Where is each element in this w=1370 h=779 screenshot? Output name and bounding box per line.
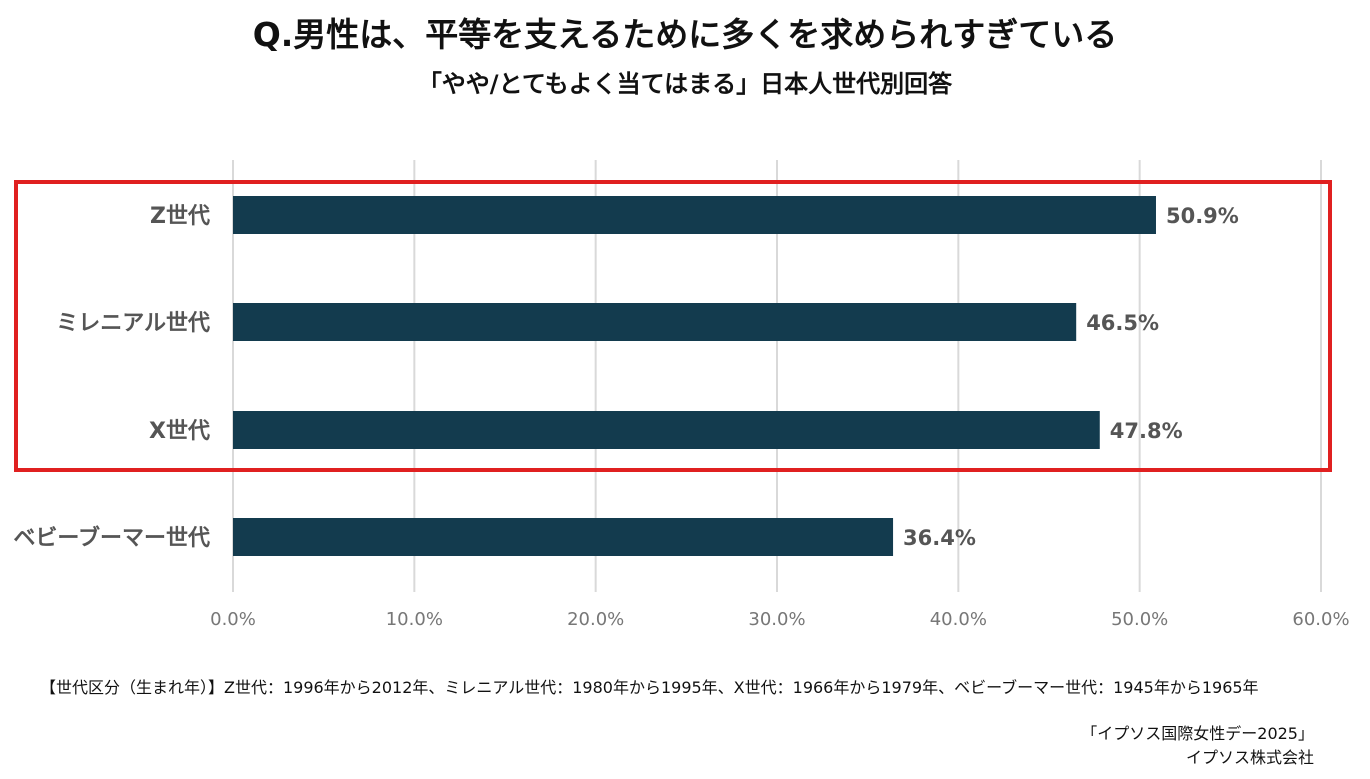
generation-definition-footnote: 【世代区分（生まれ年）】Z世代：1996年から2012年、ミレニアル世代：198… (40, 678, 1259, 697)
category-label: ミレニアル世代 (56, 311, 210, 336)
category-label: X世代 (149, 419, 210, 444)
source-credit: 「イプソス国際女性デー2025」 イプソス株式会社 (1081, 722, 1314, 770)
credit-company: イプソス株式会社 (1185, 748, 1314, 767)
value-label: 46.5% (1086, 311, 1159, 335)
x-tick-label: 60.0% (1292, 609, 1349, 630)
value-label: 50.9% (1166, 204, 1239, 228)
bar (233, 411, 1100, 449)
highlight-frame (14, 180, 1332, 472)
x-tick-label: 30.0% (748, 609, 805, 630)
chart-title: Q.男性は、平等を支えるために多くを求められすぎている (252, 15, 1118, 54)
x-tick-label: 10.0% (386, 609, 443, 630)
x-tick-label: 50.0% (1111, 609, 1168, 630)
chart-subtitle: 「やや/とてもよく当てはまる」日本人世代別回答 (417, 70, 953, 98)
category-label: ベビーブーマー世代 (13, 525, 210, 551)
bar (233, 196, 1156, 234)
bar (233, 303, 1077, 341)
x-tick-label: 0.0% (210, 609, 256, 630)
x-tick-label: 40.0% (930, 609, 987, 630)
credit-survey-name: 「イプソス国際女性デー2025」 (1081, 724, 1314, 743)
bar-chart: 0.0% 10.0% 20.0% 30.0% 40.0% 50.0% 60.0% Z世代 50.… (13, 160, 1350, 630)
category-label: Z世代 (150, 204, 210, 229)
value-label: 47.8% (1110, 419, 1183, 443)
x-tick-label: 20.0% (567, 609, 624, 630)
value-label: 36.4% (903, 526, 976, 550)
bar (233, 518, 894, 556)
